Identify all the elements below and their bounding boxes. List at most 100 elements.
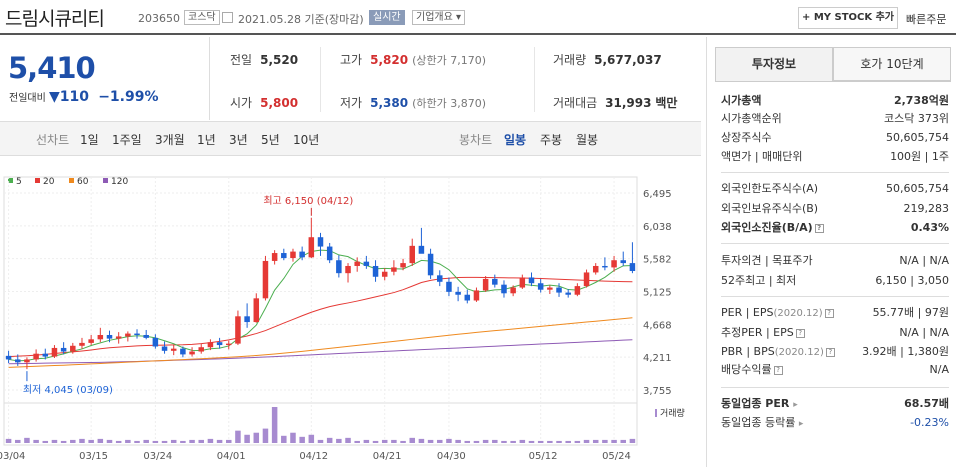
change-amount: ▼110 [49,89,89,105]
price-change: 전일대비 ▼110 −1.99% [9,89,159,105]
tab-10year[interactable]: 10년 [293,133,320,147]
candle-body [326,246,333,261]
tab-3month[interactable]: 3개월 [155,133,185,147]
candle-body [464,294,471,301]
row-par: 액면가 | 매매단위 100원 | 1주 [721,150,949,163]
tab-candle-chart[interactable]: 봉차트 [459,133,493,147]
help-icon[interactable]: ? [825,347,835,357]
candle-body [262,260,269,299]
volume-bar [51,439,58,443]
candle-body [583,272,590,287]
candle-body [115,336,122,339]
volume-bar [299,436,305,443]
candle-body [60,347,67,352]
tab-1week[interactable]: 1주일 [112,133,142,147]
candle-body [207,342,214,348]
market-badge: 코스닥 [184,10,220,25]
volume-bar [464,440,471,443]
legend-label: 120 [111,177,128,187]
stat-prev: 전일 5,520 [230,53,299,67]
volume-bar [70,439,76,443]
caret-right-icon[interactable]: ▸ [793,400,798,410]
tab-5year[interactable]: 5년 [261,133,280,147]
stock-chart[interactable]: 5 20 60 120 6,495 6,038 5,582 5,125 4,668 4,211 3,… [0,157,701,467]
volume-bar [161,440,168,443]
realtime-badge[interactable]: 실시간 [369,10,405,25]
candle-body [345,265,351,274]
volume-bar [97,438,104,443]
caret-right-icon[interactable]: ▸ [798,419,804,429]
row-foreign-ratio: 외국인소진율(B/A)? 0.43% [721,221,949,234]
volume-bar [88,439,94,443]
candle-body [281,253,287,259]
candle-body [473,290,480,301]
candle-body [519,277,526,288]
tab-1year[interactable]: 1년 [197,133,216,147]
volume-bar [106,439,113,443]
candle-body [437,275,443,282]
investment-info-panel: 투자정보 호가 10단계 시가총액 2,738억원 시가총액순위 코스닥 373위 … [706,37,956,467]
x-tick-label: 04/30 [437,451,466,462]
tab-daily[interactable]: 일봉 [504,133,527,147]
tab-3year[interactable]: 3년 [229,133,248,147]
volume-bar [510,440,516,443]
chart-period-tabs: 선차트 1일 1주일 3개월 1년 3년 5년 10년 봉차트 일봉 주봉 월봉 [0,121,701,156]
volume-bar [125,439,131,443]
volume-bar [400,440,406,443]
volume-bar [15,439,21,443]
candle-body [363,261,370,266]
candle-body [409,245,415,264]
volume-bar [79,438,85,443]
volume-frame [3,402,638,446]
volume-bar [455,439,461,443]
volume-bar [446,438,452,443]
stat-volume: 거래량 5,677,037 [553,53,662,67]
tab-1day[interactable]: 1일 [80,133,99,147]
candle-body [216,342,223,346]
volume-bar [170,439,177,443]
candle-body [152,337,159,347]
candle-body [629,263,636,272]
row-mktcap-rank: 시가총액순위 코스닥 373위 [721,112,949,125]
add-mystock-button[interactable]: + MY STOCK 추가 [798,7,898,29]
help-icon[interactable]: ? [773,365,783,375]
volume-bar [583,439,590,443]
candle-body [400,263,406,268]
volume-bar [473,440,480,443]
candle-body [372,265,379,277]
price-summary: 5,410 전일대비 ▼110 −1.99% [0,37,210,120]
x-tick-label: 05/24 [602,451,631,462]
volume-bar [60,440,67,443]
stat-high: 고가 5,820 (상한가 7,170) [340,53,486,67]
x-tick-label: 05/12 [529,451,558,462]
quick-order-link[interactable]: 빠른주문 [906,13,947,26]
tab-investment-info[interactable]: 투자정보 [715,47,833,81]
candle-body [455,291,461,295]
row-52week: 52주최고 | 최저 6,150 | 3,050 [721,274,949,287]
tab-line-chart[interactable]: 선차트 [36,133,70,147]
volume-bar [437,439,443,443]
help-icon[interactable]: ? [814,223,824,233]
tab-hoga-10[interactable]: 호가 10단계 [833,47,951,81]
tab-monthly[interactable]: 월봉 [576,133,599,147]
volume-bar [620,439,626,443]
candle-body [574,286,581,295]
candle-body [51,347,58,357]
candle-body [143,334,149,338]
company-overview-button[interactable]: 기업개요 ▾ [412,10,465,25]
help-icon[interactable]: ? [824,308,834,318]
y-tick-label: 6,038 [643,222,672,233]
volume-bar [492,439,498,443]
candle-body [290,251,296,259]
row-foreign-hold: 외국인보유주식수(B) 219,283 [721,202,949,215]
help-icon[interactable]: ? [795,328,805,338]
volume-bar [134,440,140,443]
volume-bar [42,440,49,443]
row-pbr: PBR | BPS(2020.12)? 3.92배 | 1,380원 [721,345,949,358]
row-shares: 상장주식수 50,605,754 [721,131,949,144]
row-foreign-limit: 외국인한도주식수(A) 50,605,754 [721,182,949,195]
base-date: 2021.05.28 기준(장마감) [238,13,364,26]
volume-bar [537,440,544,443]
volume-bar [602,439,608,443]
tab-weekly[interactable]: 주봉 [540,133,563,147]
